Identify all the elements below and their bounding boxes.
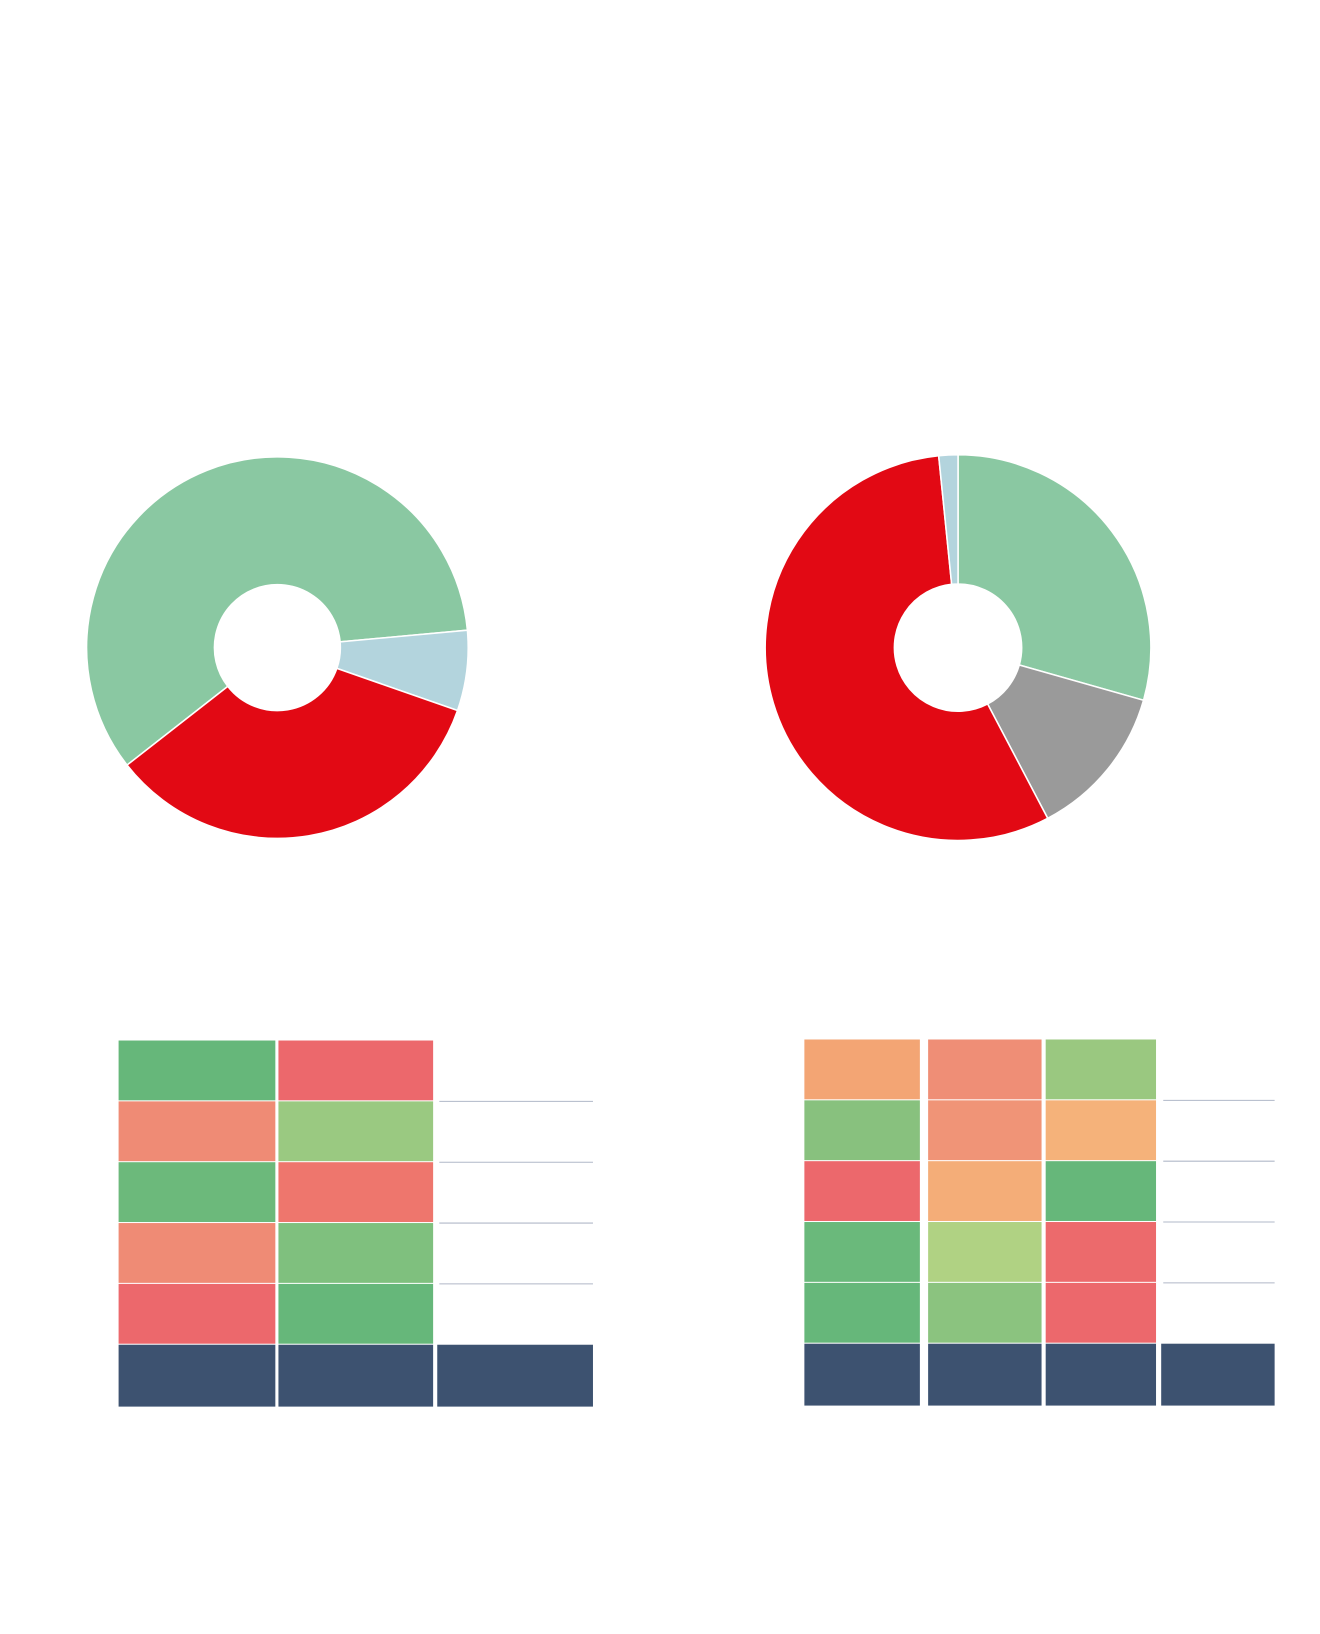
donut-slice [764, 454, 1049, 842]
donut-slice [937, 454, 959, 586]
footer-cell [804, 1343, 920, 1406]
heat-cell [118, 1162, 276, 1223]
heat-cell [928, 1039, 1042, 1100]
footer-cell [1161, 1343, 1275, 1406]
donut-slice [986, 664, 1145, 820]
heat-cell [804, 1282, 920, 1343]
footer-cell [928, 1343, 1042, 1406]
heat-cell [928, 1282, 1042, 1343]
heat-cell [118, 1223, 276, 1283]
heat-cell [1045, 1222, 1157, 1282]
heat-cell [928, 1161, 1042, 1221]
footer-cell [118, 1344, 276, 1407]
heat-cell [1045, 1039, 1157, 1100]
heat-cell [118, 1283, 276, 1344]
heat-cell [804, 1161, 920, 1221]
heat-cell [804, 1039, 920, 1100]
heat-cell [1045, 1161, 1157, 1221]
heat-cell [118, 1101, 276, 1162]
heat-cell [928, 1100, 1042, 1161]
donut-slice [957, 454, 1152, 702]
heat-cell [1045, 1282, 1157, 1343]
heat-cell [278, 1101, 434, 1162]
heat-cell [278, 1162, 434, 1223]
heat-cell [118, 1040, 276, 1101]
heat-cell [804, 1100, 920, 1161]
heat-cell [278, 1040, 434, 1101]
heat-cell [278, 1223, 434, 1283]
footer-cell [278, 1344, 434, 1407]
heat-cell [804, 1222, 920, 1282]
heat-cell [1045, 1100, 1157, 1161]
heat-cell [928, 1222, 1042, 1282]
footer-cell [437, 1344, 593, 1407]
heat-cell [278, 1283, 434, 1344]
footer-cell [1045, 1343, 1157, 1406]
donut-slice [125, 667, 459, 840]
donut-slice [85, 456, 469, 767]
